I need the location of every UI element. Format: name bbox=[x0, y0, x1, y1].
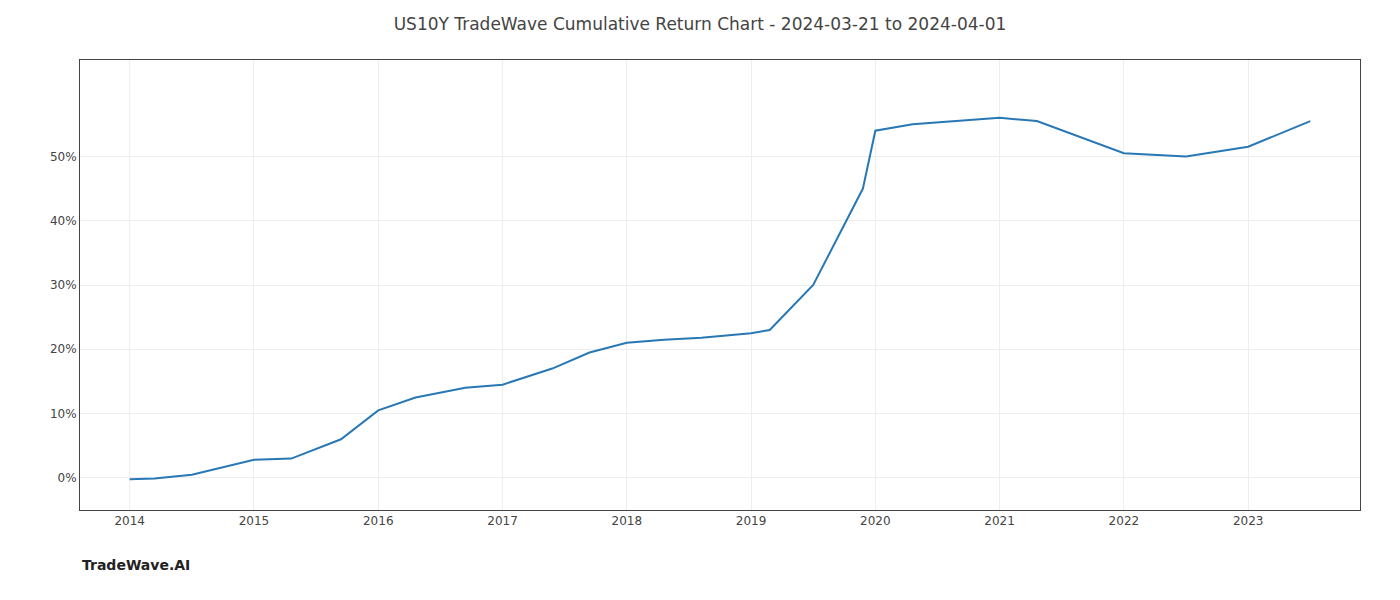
svg-text:2021: 2021 bbox=[984, 514, 1015, 528]
svg-text:US10Y TradeWave Cumulative Ret: US10Y TradeWave Cumulative Return Chart … bbox=[394, 14, 1007, 34]
svg-text:2016: 2016 bbox=[363, 514, 394, 528]
svg-text:10%: 10% bbox=[50, 407, 77, 421]
svg-text:2023: 2023 bbox=[1233, 514, 1264, 528]
svg-text:20%: 20% bbox=[50, 342, 77, 356]
svg-text:2017: 2017 bbox=[487, 514, 518, 528]
svg-text:2015: 2015 bbox=[239, 514, 270, 528]
svg-text:2018: 2018 bbox=[612, 514, 643, 528]
svg-text:0%: 0% bbox=[58, 471, 77, 485]
svg-text:2020: 2020 bbox=[860, 514, 891, 528]
svg-text:2022: 2022 bbox=[1109, 514, 1140, 528]
svg-text:40%: 40% bbox=[50, 214, 77, 228]
svg-text:TradeWave.AI: TradeWave.AI bbox=[82, 557, 190, 573]
svg-text:2019: 2019 bbox=[736, 514, 767, 528]
svg-text:50%: 50% bbox=[50, 150, 77, 164]
svg-text:30%: 30% bbox=[50, 278, 77, 292]
svg-text:2014: 2014 bbox=[114, 514, 145, 528]
